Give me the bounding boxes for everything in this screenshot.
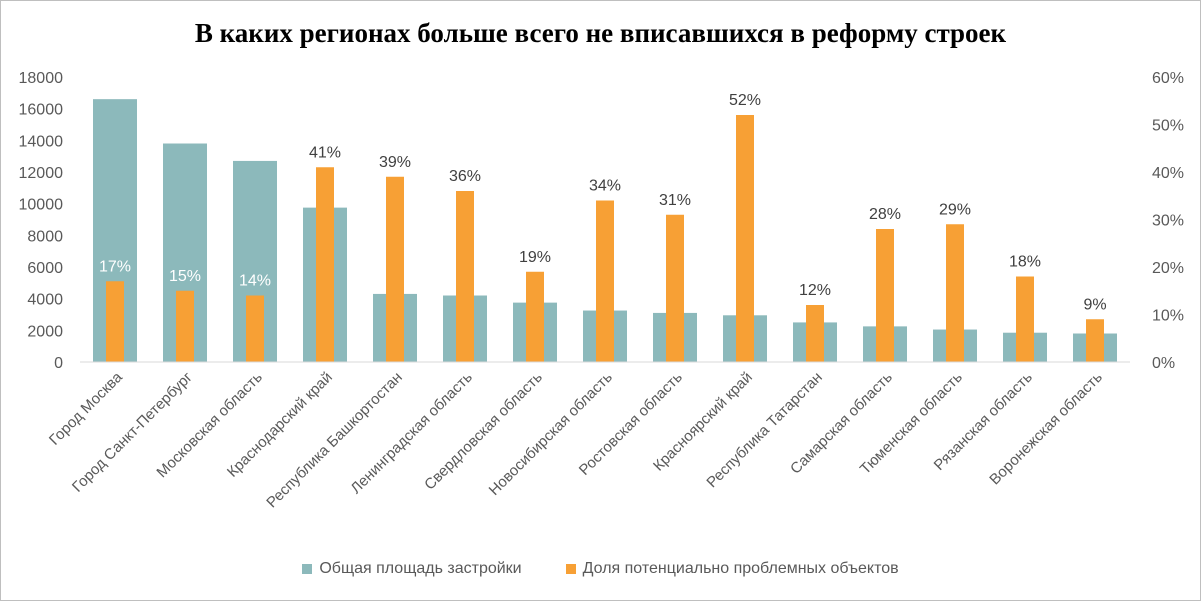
- y-left-tick-label: 0: [54, 355, 63, 372]
- y-left-tick-label: 2000: [27, 323, 63, 340]
- legend-swatch-share: [565, 564, 576, 574]
- data-label-share: 15%: [169, 268, 201, 285]
- bar-share: [876, 229, 894, 362]
- y-left-tick-label: 14000: [19, 133, 64, 150]
- y-left-tick-label: 16000: [19, 102, 64, 119]
- x-category-label: Воронежская область: [986, 369, 1106, 489]
- bar-share: [806, 305, 824, 362]
- bar-share: [1016, 276, 1034, 362]
- x-category-label: Республика Татарстан: [703, 369, 825, 491]
- y-left-tick-label: 4000: [27, 292, 63, 309]
- legend-swatch-area: [302, 564, 313, 574]
- bar-share: [666, 214, 684, 362]
- chart-title: В каких регионах больше всего не вписавш…: [194, 18, 1007, 48]
- y-left-tick-label: 18000: [19, 70, 64, 87]
- y-right-tick-label: 40%: [1152, 165, 1184, 182]
- y-left-tick-label: 8000: [27, 228, 63, 245]
- data-label-share: 14%: [239, 273, 271, 290]
- legend-item-area: Общая площадь застройки: [302, 560, 522, 578]
- data-label-share: 9%: [1083, 296, 1106, 313]
- data-label-share: 36%: [449, 168, 481, 185]
- y-right-tick-label: 0%: [1152, 355, 1175, 372]
- data-label-share: 39%: [379, 154, 411, 171]
- bar-share: [1086, 319, 1104, 362]
- bar-share: [736, 115, 754, 362]
- bar-share: [456, 191, 474, 362]
- data-label-share: 31%: [659, 192, 691, 209]
- data-label-share: 28%: [869, 206, 901, 223]
- legend-label-area: Общая площадь застройки: [319, 560, 522, 577]
- bar-share: [246, 295, 264, 362]
- x-category-label: Республика Башкортостан: [263, 369, 406, 512]
- y-right-tick-label: 30%: [1152, 213, 1184, 230]
- x-category-label: Свердловская область: [421, 369, 546, 494]
- y-right-tick-label: 10%: [1152, 308, 1184, 325]
- bar-share: [106, 281, 124, 362]
- y-right-tick-label: 60%: [1152, 70, 1184, 87]
- x-category-label: Город Москва: [46, 368, 126, 448]
- data-label-share: 41%: [309, 144, 341, 161]
- bar-share: [176, 290, 194, 362]
- x-category-label: Ленинградская область: [347, 369, 476, 498]
- data-label-share: 17%: [99, 258, 131, 275]
- bar-share: [386, 176, 404, 362]
- bar-share: [946, 224, 964, 362]
- bar-share: [526, 271, 544, 362]
- y-right-tick-label: 20%: [1152, 260, 1184, 277]
- legend-label-share: Доля потенциально проблемных объектов: [582, 560, 899, 577]
- y-left-tick-label: 6000: [27, 260, 63, 277]
- x-category-label: Новосибирская область: [486, 369, 616, 499]
- chart-legend: Общая площадь застройки Доля потенциальн…: [0, 560, 1201, 578]
- data-label-share: 29%: [939, 201, 971, 218]
- legend-item-share: Доля потенциально проблемных объектов: [565, 560, 899, 578]
- bar-share: [596, 200, 614, 362]
- data-label-share: 52%: [729, 92, 761, 109]
- data-label-share: 18%: [1009, 254, 1041, 271]
- data-label-share: 34%: [589, 178, 621, 195]
- x-category-label: Город Санкт-Петербург: [69, 368, 196, 495]
- data-label-share: 12%: [799, 282, 831, 299]
- bar-share: [316, 167, 334, 362]
- data-label-share: 19%: [519, 249, 551, 266]
- y-left-tick-label: 12000: [19, 165, 64, 182]
- y-right-tick-label: 50%: [1152, 118, 1184, 135]
- y-left-tick-label: 10000: [19, 197, 64, 214]
